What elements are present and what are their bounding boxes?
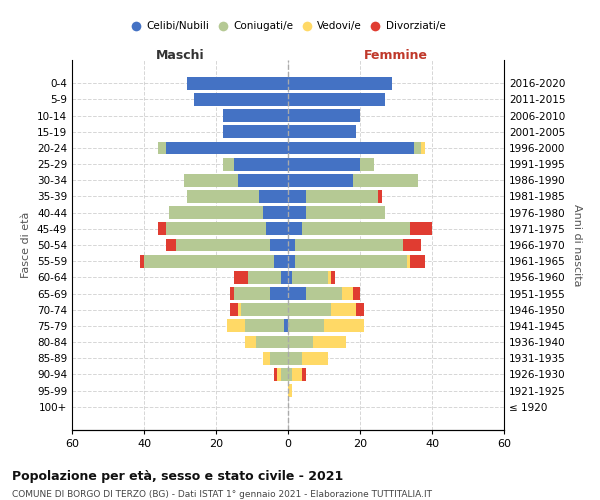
Bar [306, 287, 342, 300]
Bar [270, 238, 288, 252]
Bar [238, 174, 288, 187]
Bar [256, 336, 288, 348]
Bar [227, 320, 245, 332]
Bar [288, 287, 306, 300]
Bar [187, 77, 288, 90]
Text: Maschi: Maschi [155, 50, 205, 62]
Bar [288, 303, 331, 316]
Bar [284, 320, 288, 332]
Bar [223, 158, 234, 170]
Bar [410, 254, 425, 268]
Text: Femmine: Femmine [364, 50, 428, 62]
Bar [292, 271, 328, 284]
Bar [274, 254, 288, 268]
Bar [259, 190, 288, 203]
Bar [288, 384, 292, 397]
Bar [288, 142, 414, 154]
Bar [288, 77, 392, 90]
Bar [306, 190, 378, 203]
Bar [270, 352, 288, 364]
Bar [378, 190, 382, 203]
Bar [302, 222, 410, 235]
Bar [274, 368, 277, 381]
Bar [403, 238, 421, 252]
Bar [158, 142, 166, 154]
Bar [288, 254, 295, 268]
Bar [292, 368, 302, 381]
Bar [342, 287, 353, 300]
Bar [245, 336, 256, 348]
Bar [140, 254, 144, 268]
Bar [407, 254, 410, 268]
Bar [184, 174, 238, 187]
Bar [245, 320, 284, 332]
Bar [288, 206, 306, 219]
Text: COMUNE DI BORGO DI TERZO (BG) - Dati ISTAT 1° gennaio 2021 - Elaborazione TUTTIT: COMUNE DI BORGO DI TERZO (BG) - Dati IST… [12, 490, 432, 499]
Bar [306, 206, 385, 219]
Bar [313, 336, 346, 348]
Bar [223, 109, 288, 122]
Bar [410, 222, 432, 235]
Bar [166, 222, 266, 235]
Bar [414, 142, 421, 154]
Bar [266, 222, 288, 235]
Bar [288, 93, 385, 106]
Bar [288, 238, 295, 252]
Bar [263, 206, 288, 219]
Bar [356, 303, 364, 316]
Bar [223, 126, 288, 138]
Bar [248, 271, 281, 284]
Bar [288, 336, 313, 348]
Legend: Celibi/Nubili, Coniugati/e, Vedovi/e, Divorziati/e: Celibi/Nubili, Coniugati/e, Vedovi/e, Di… [127, 17, 449, 36]
Bar [353, 287, 360, 300]
Y-axis label: Fasce di età: Fasce di età [22, 212, 31, 278]
Bar [187, 190, 259, 203]
Bar [281, 271, 288, 284]
Text: Popolazione per età, sesso e stato civile - 2021: Popolazione per età, sesso e stato civil… [12, 470, 343, 483]
Bar [288, 109, 360, 122]
Bar [281, 368, 288, 381]
Bar [288, 158, 360, 170]
Bar [302, 368, 306, 381]
Bar [263, 352, 270, 364]
Bar [328, 271, 331, 284]
Bar [331, 303, 356, 316]
Bar [421, 142, 425, 154]
Bar [353, 174, 418, 187]
Bar [158, 222, 166, 235]
Bar [234, 271, 248, 284]
Bar [295, 238, 403, 252]
Bar [241, 303, 288, 316]
Bar [331, 271, 335, 284]
Bar [288, 320, 324, 332]
Bar [288, 174, 353, 187]
Bar [230, 303, 238, 316]
Bar [288, 352, 302, 364]
Bar [194, 93, 288, 106]
Bar [238, 303, 241, 316]
Bar [288, 126, 356, 138]
Bar [288, 271, 292, 284]
Bar [176, 238, 270, 252]
Bar [302, 352, 328, 364]
Bar [234, 158, 288, 170]
Bar [288, 222, 302, 235]
Bar [288, 190, 306, 203]
Bar [288, 368, 292, 381]
Bar [144, 254, 274, 268]
Bar [230, 287, 234, 300]
Bar [270, 287, 288, 300]
Bar [166, 238, 176, 252]
Bar [324, 320, 364, 332]
Bar [295, 254, 407, 268]
Bar [234, 287, 270, 300]
Bar [360, 158, 374, 170]
Y-axis label: Anni di nascita: Anni di nascita [572, 204, 582, 286]
Bar [169, 206, 263, 219]
Bar [277, 368, 281, 381]
Bar [166, 142, 288, 154]
